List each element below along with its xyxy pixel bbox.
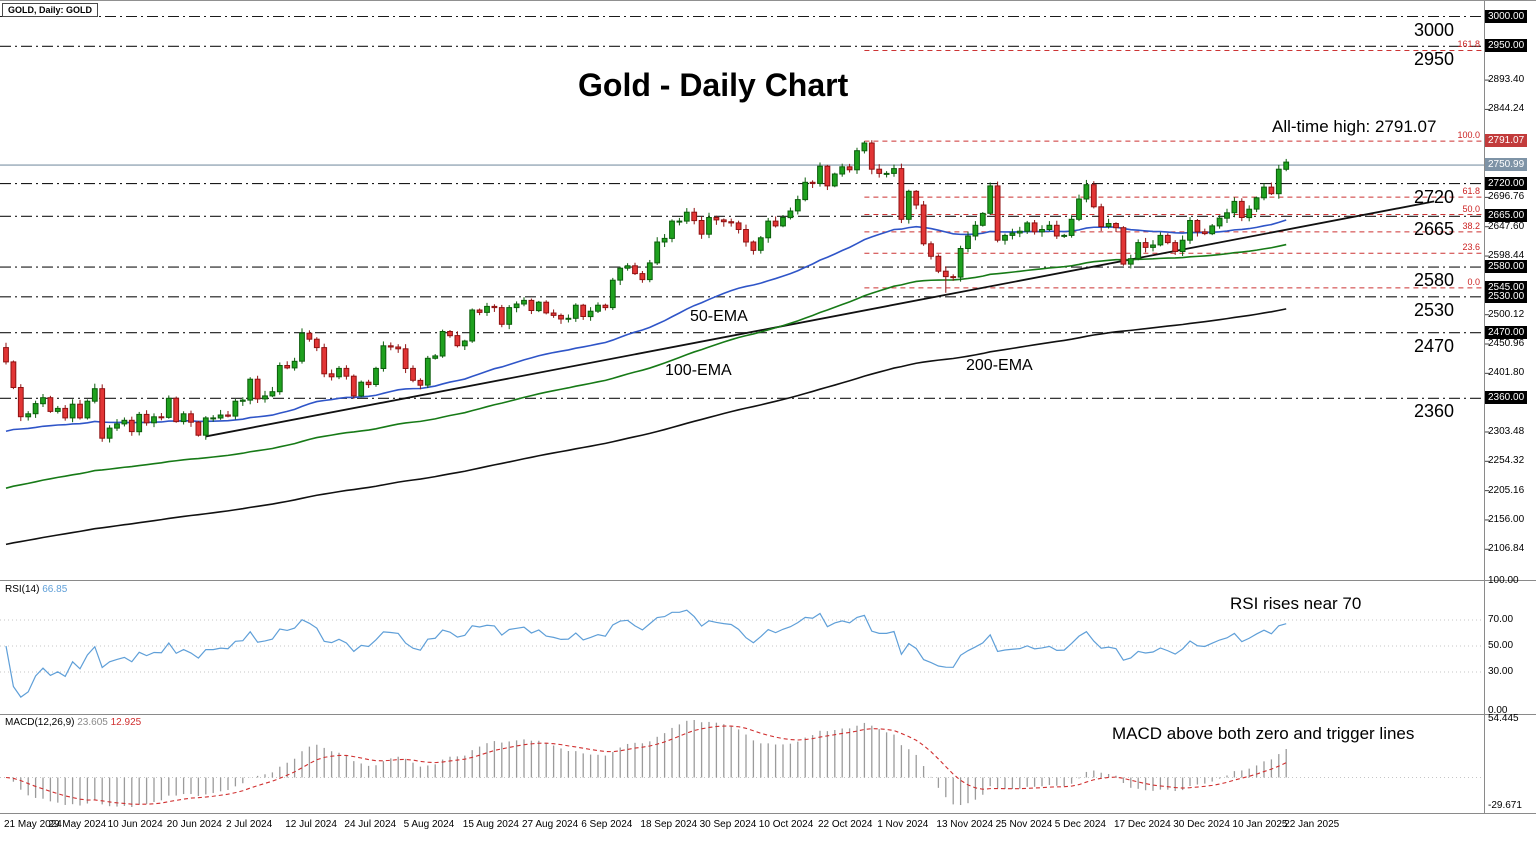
level-label-2950: 2950	[1414, 49, 1454, 70]
date-tick: 10 Oct 2024	[759, 819, 813, 830]
date-tick: 17 Dec 2024	[1114, 819, 1171, 830]
level-label-3000: 3000	[1414, 20, 1454, 41]
fib-label-38.2: 38.2	[1462, 221, 1480, 231]
macd-signal-value: 12.925	[111, 717, 142, 728]
price-axis-label-2470.00: 2470.00	[1485, 326, 1527, 339]
ath-annotation: All-time high: 2791.07	[1272, 117, 1436, 137]
date-tick: 30 Sep 2024	[700, 819, 757, 830]
rsi-value: 66.85	[42, 584, 67, 595]
date-tick: 25 Nov 2024	[996, 819, 1053, 830]
fib-label-0.0: 0.0	[1467, 277, 1480, 287]
date-tick: 29 May 2024	[48, 819, 106, 830]
date-tick: 1 Nov 2024	[877, 819, 928, 830]
price-axis-tick: 2106.84	[1488, 543, 1524, 555]
fib-label-100.0: 100.0	[1457, 130, 1480, 140]
rsi-name: RSI(14)	[5, 584, 39, 595]
price-axis-tick: 2156.00	[1488, 514, 1524, 526]
trendline	[206, 201, 1434, 436]
date-tick: 2 Jul 2024	[226, 819, 272, 830]
price-axis-label-2665.00: 2665.00	[1485, 209, 1527, 222]
date-tick: 24 Jul 2024	[344, 819, 396, 830]
ema50-label: 50-EMA	[690, 308, 748, 326]
date-tick: 18 Sep 2024	[640, 819, 697, 830]
ema50-line	[6, 220, 1286, 431]
macd-axis-min: -29.671	[1488, 800, 1522, 812]
level-label-2720: 2720	[1414, 187, 1454, 208]
date-tick: 22 Oct 2024	[818, 819, 872, 830]
price-axis-tick: 2450.96	[1488, 338, 1524, 350]
date-tick: 5 Aug 2024	[404, 819, 455, 830]
level-label-2665: 2665	[1414, 219, 1454, 240]
level-label-2470: 2470	[1414, 336, 1454, 357]
fib-label-23.6: 23.6	[1462, 242, 1480, 252]
price-axis-label-2360.00: 2360.00	[1485, 391, 1527, 404]
ema100-label: 100-EMA	[665, 362, 732, 380]
rsi-axis-tick: 100.00	[1488, 575, 1519, 587]
symbol-chip[interactable]: GOLD, Daily: GOLD	[2, 3, 98, 17]
fib-label-161.8: 161.8	[1457, 39, 1480, 49]
pane-separator[interactable]	[0, 714, 1536, 715]
price-axis-label-2950.00: 2950.00	[1485, 39, 1527, 52]
macd-axis-max: 54.445	[1488, 713, 1519, 725]
price-axis-tick: 2893.40	[1488, 74, 1524, 86]
price-axis-tick: 2696.76	[1488, 191, 1524, 203]
date-tick: 15 Aug 2024	[463, 819, 519, 830]
level-label-2580: 2580	[1414, 270, 1454, 291]
price-axis-tick: 2303.48	[1488, 426, 1524, 438]
date-tick: 10 Jan 2025	[1232, 819, 1287, 830]
macd-indicator-label: MACD(12,26,9) 23.605 12.925	[5, 717, 141, 728]
ema100-line	[6, 245, 1286, 489]
macd-annotation: MACD above both zero and trigger lines	[1112, 724, 1414, 744]
price-axis-label-2791.07: 2791.07	[1485, 134, 1527, 147]
macd-name: MACD(12,26,9)	[5, 717, 74, 728]
pane-separator[interactable]	[0, 580, 1536, 581]
date-tick: 30 Dec 2024	[1173, 819, 1230, 830]
date-tick: 10 Jun 2024	[108, 819, 163, 830]
price-axis-tick: 2844.24	[1488, 103, 1524, 115]
date-tick: 27 Aug 2024	[522, 819, 578, 830]
date-tick: 22 Jan 2025	[1284, 819, 1339, 830]
level-label-2530: 2530	[1414, 300, 1454, 321]
level-label-2360: 2360	[1414, 401, 1454, 422]
price-axis-tick: 2500.12	[1488, 309, 1524, 321]
price-axis-label-2580.00: 2580.00	[1485, 260, 1527, 273]
date-tick: 13 Nov 2024	[936, 819, 993, 830]
rsi-pane-plot	[0, 610, 1484, 697]
price-axis-tick: 2205.16	[1488, 485, 1524, 497]
chart-title: Gold - Daily Chart	[578, 67, 848, 104]
price-axis-tick: 2401.80	[1488, 367, 1524, 379]
rsi-indicator-label: RSI(14) 66.85	[5, 584, 67, 595]
date-tick: 5 Dec 2024	[1055, 819, 1106, 830]
ema200-label: 200-EMA	[966, 357, 1033, 375]
rsi-axis-tick: 70.00	[1488, 614, 1513, 626]
date-tick: 6 Sep 2024	[581, 819, 632, 830]
fib-label-61.8: 61.8	[1462, 186, 1480, 196]
price-axis-label-2530.00: 2530.00	[1485, 290, 1527, 303]
date-tick: 12 Jul 2024	[285, 819, 337, 830]
price-axis-border	[1484, 1, 1485, 813]
price-axis-tick: 2254.32	[1488, 455, 1524, 467]
current-price-axis-label: 2750.99	[1485, 158, 1527, 171]
pane-separator	[0, 813, 1536, 814]
price-axis[interactable]	[1484, 1, 1536, 813]
macd-main-value: 23.605	[77, 717, 108, 728]
fib-label-50.0: 50.0	[1462, 204, 1480, 214]
rsi-axis-tick: 50.00	[1488, 640, 1513, 652]
rsi-annotation: RSI rises near 70	[1230, 594, 1361, 614]
price-axis-tick: 2647.60	[1488, 221, 1524, 233]
date-tick: 20 Jun 2024	[167, 819, 222, 830]
rsi-axis-tick: 30.00	[1488, 666, 1513, 678]
price-axis-label-3000.00: 3000.00	[1485, 10, 1527, 23]
price-axis-label-2720.00: 2720.00	[1485, 177, 1527, 190]
rsi-line	[6, 610, 1286, 697]
candles	[4, 140, 1289, 442]
